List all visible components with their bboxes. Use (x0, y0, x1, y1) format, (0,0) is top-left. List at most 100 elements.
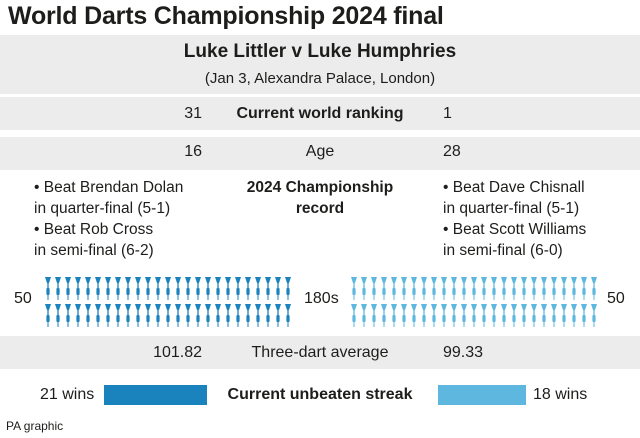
right-streak: 18 wins (533, 386, 588, 403)
dart-icon (491, 277, 497, 300)
dart-icon (381, 304, 387, 327)
dart-icon (85, 304, 91, 327)
dart-icon (581, 277, 587, 300)
right-average: 99.33 (443, 344, 484, 361)
right-180s: 50 (607, 290, 625, 307)
dart-icon (351, 304, 357, 327)
right-record: • Beat Dave Chisnall in quarter-final (5… (443, 177, 586, 261)
right-age: 28 (443, 143, 461, 160)
dart-icon (175, 277, 181, 300)
dart-icon (591, 277, 597, 300)
dart-icon (185, 277, 191, 300)
dart-icon (451, 304, 457, 327)
dart-icon (511, 277, 517, 300)
dart-icon (235, 277, 241, 300)
dart-icon (391, 277, 397, 300)
left-ranking: 31 (184, 105, 202, 122)
left-180s: 50 (14, 290, 32, 307)
dart-icon (275, 304, 281, 327)
dart-icon (205, 277, 211, 300)
dart-icon (215, 304, 221, 327)
dart-icon (471, 304, 477, 327)
dart-icon (95, 304, 101, 327)
dart-icon (205, 304, 211, 327)
dart-icon (431, 277, 437, 300)
dart-icon (551, 304, 557, 327)
dart-icon (591, 304, 597, 327)
right-streak-bar (438, 385, 526, 405)
dart-icon (531, 277, 537, 300)
dart-icon (581, 304, 587, 327)
left-record-line: in semi-final (6-2) (34, 242, 154, 259)
dart-icon (491, 304, 497, 327)
average-label: Three-dart average (251, 344, 389, 361)
dart-icon (165, 304, 171, 327)
dart-icon (391, 304, 397, 327)
match-subtitle: Luke Littler v Luke Humphries (183, 41, 457, 62)
one-eighties-label: 180s (304, 290, 339, 307)
dart-icon (541, 277, 547, 300)
dart-icon (45, 304, 51, 327)
left-streak-bar (104, 385, 207, 405)
dart-icon (421, 277, 427, 300)
dart-icon (411, 277, 417, 300)
header-band (0, 35, 640, 94)
left-record-line: • Beat Rob Cross (34, 221, 154, 238)
right-record-line: in semi-final (6-0) (443, 242, 563, 259)
left-180s-darts (45, 277, 291, 327)
dart-icon (55, 277, 61, 300)
left-streak: 21 wins (40, 386, 95, 403)
dart-icon (115, 304, 121, 327)
dart-icon (461, 277, 467, 300)
dart-icon (511, 304, 517, 327)
dart-icon (411, 304, 417, 327)
dart-icon (561, 304, 567, 327)
dart-icon (145, 277, 151, 300)
dart-icon (65, 277, 71, 300)
dart-icon (561, 277, 567, 300)
dart-icon (361, 304, 367, 327)
dart-icon (95, 277, 101, 300)
dart-icon (541, 304, 547, 327)
dart-icon (75, 304, 81, 327)
dart-icon (135, 304, 141, 327)
dart-icon (371, 277, 377, 300)
match-venue: (Jan 3, Alexandra Palace, London) (204, 70, 436, 87)
dart-icon (285, 304, 291, 327)
dart-icon (115, 277, 121, 300)
dart-icon (45, 277, 51, 300)
age-label: Age (305, 143, 335, 160)
right-ranking: 1 (443, 105, 452, 122)
dart-icon (105, 277, 111, 300)
dart-icon (471, 277, 477, 300)
dart-icon (421, 304, 427, 327)
dart-icon (361, 277, 367, 300)
dart-icon (441, 277, 447, 300)
dart-icon (85, 277, 91, 300)
dart-icon (501, 304, 507, 327)
record-label-line1: 2024 Championship (246, 179, 394, 196)
dart-icon (225, 277, 231, 300)
dart-icon (441, 304, 447, 327)
ranking-band (0, 97, 640, 130)
dart-icon (235, 304, 241, 327)
dart-icon (481, 277, 487, 300)
dart-icon (431, 304, 437, 327)
left-age: 16 (184, 143, 202, 160)
right-180s-darts (351, 277, 597, 327)
record-label: 2024 Championship record (0, 177, 640, 219)
page-title: World Darts Championship 2024 final (8, 2, 444, 30)
dart-icon (285, 277, 291, 300)
record-label-line2: record (295, 200, 345, 217)
dart-icon (155, 304, 161, 327)
dart-icon (105, 304, 111, 327)
dart-icon (225, 304, 231, 327)
dart-icon (175, 304, 181, 327)
dart-icon (371, 304, 377, 327)
dart-icon (531, 304, 537, 327)
right-record-line: • Beat Scott Williams (443, 221, 587, 238)
dart-icon (185, 304, 191, 327)
dart-icon (255, 277, 261, 300)
dart-icon (245, 304, 251, 327)
age-band (0, 137, 640, 170)
